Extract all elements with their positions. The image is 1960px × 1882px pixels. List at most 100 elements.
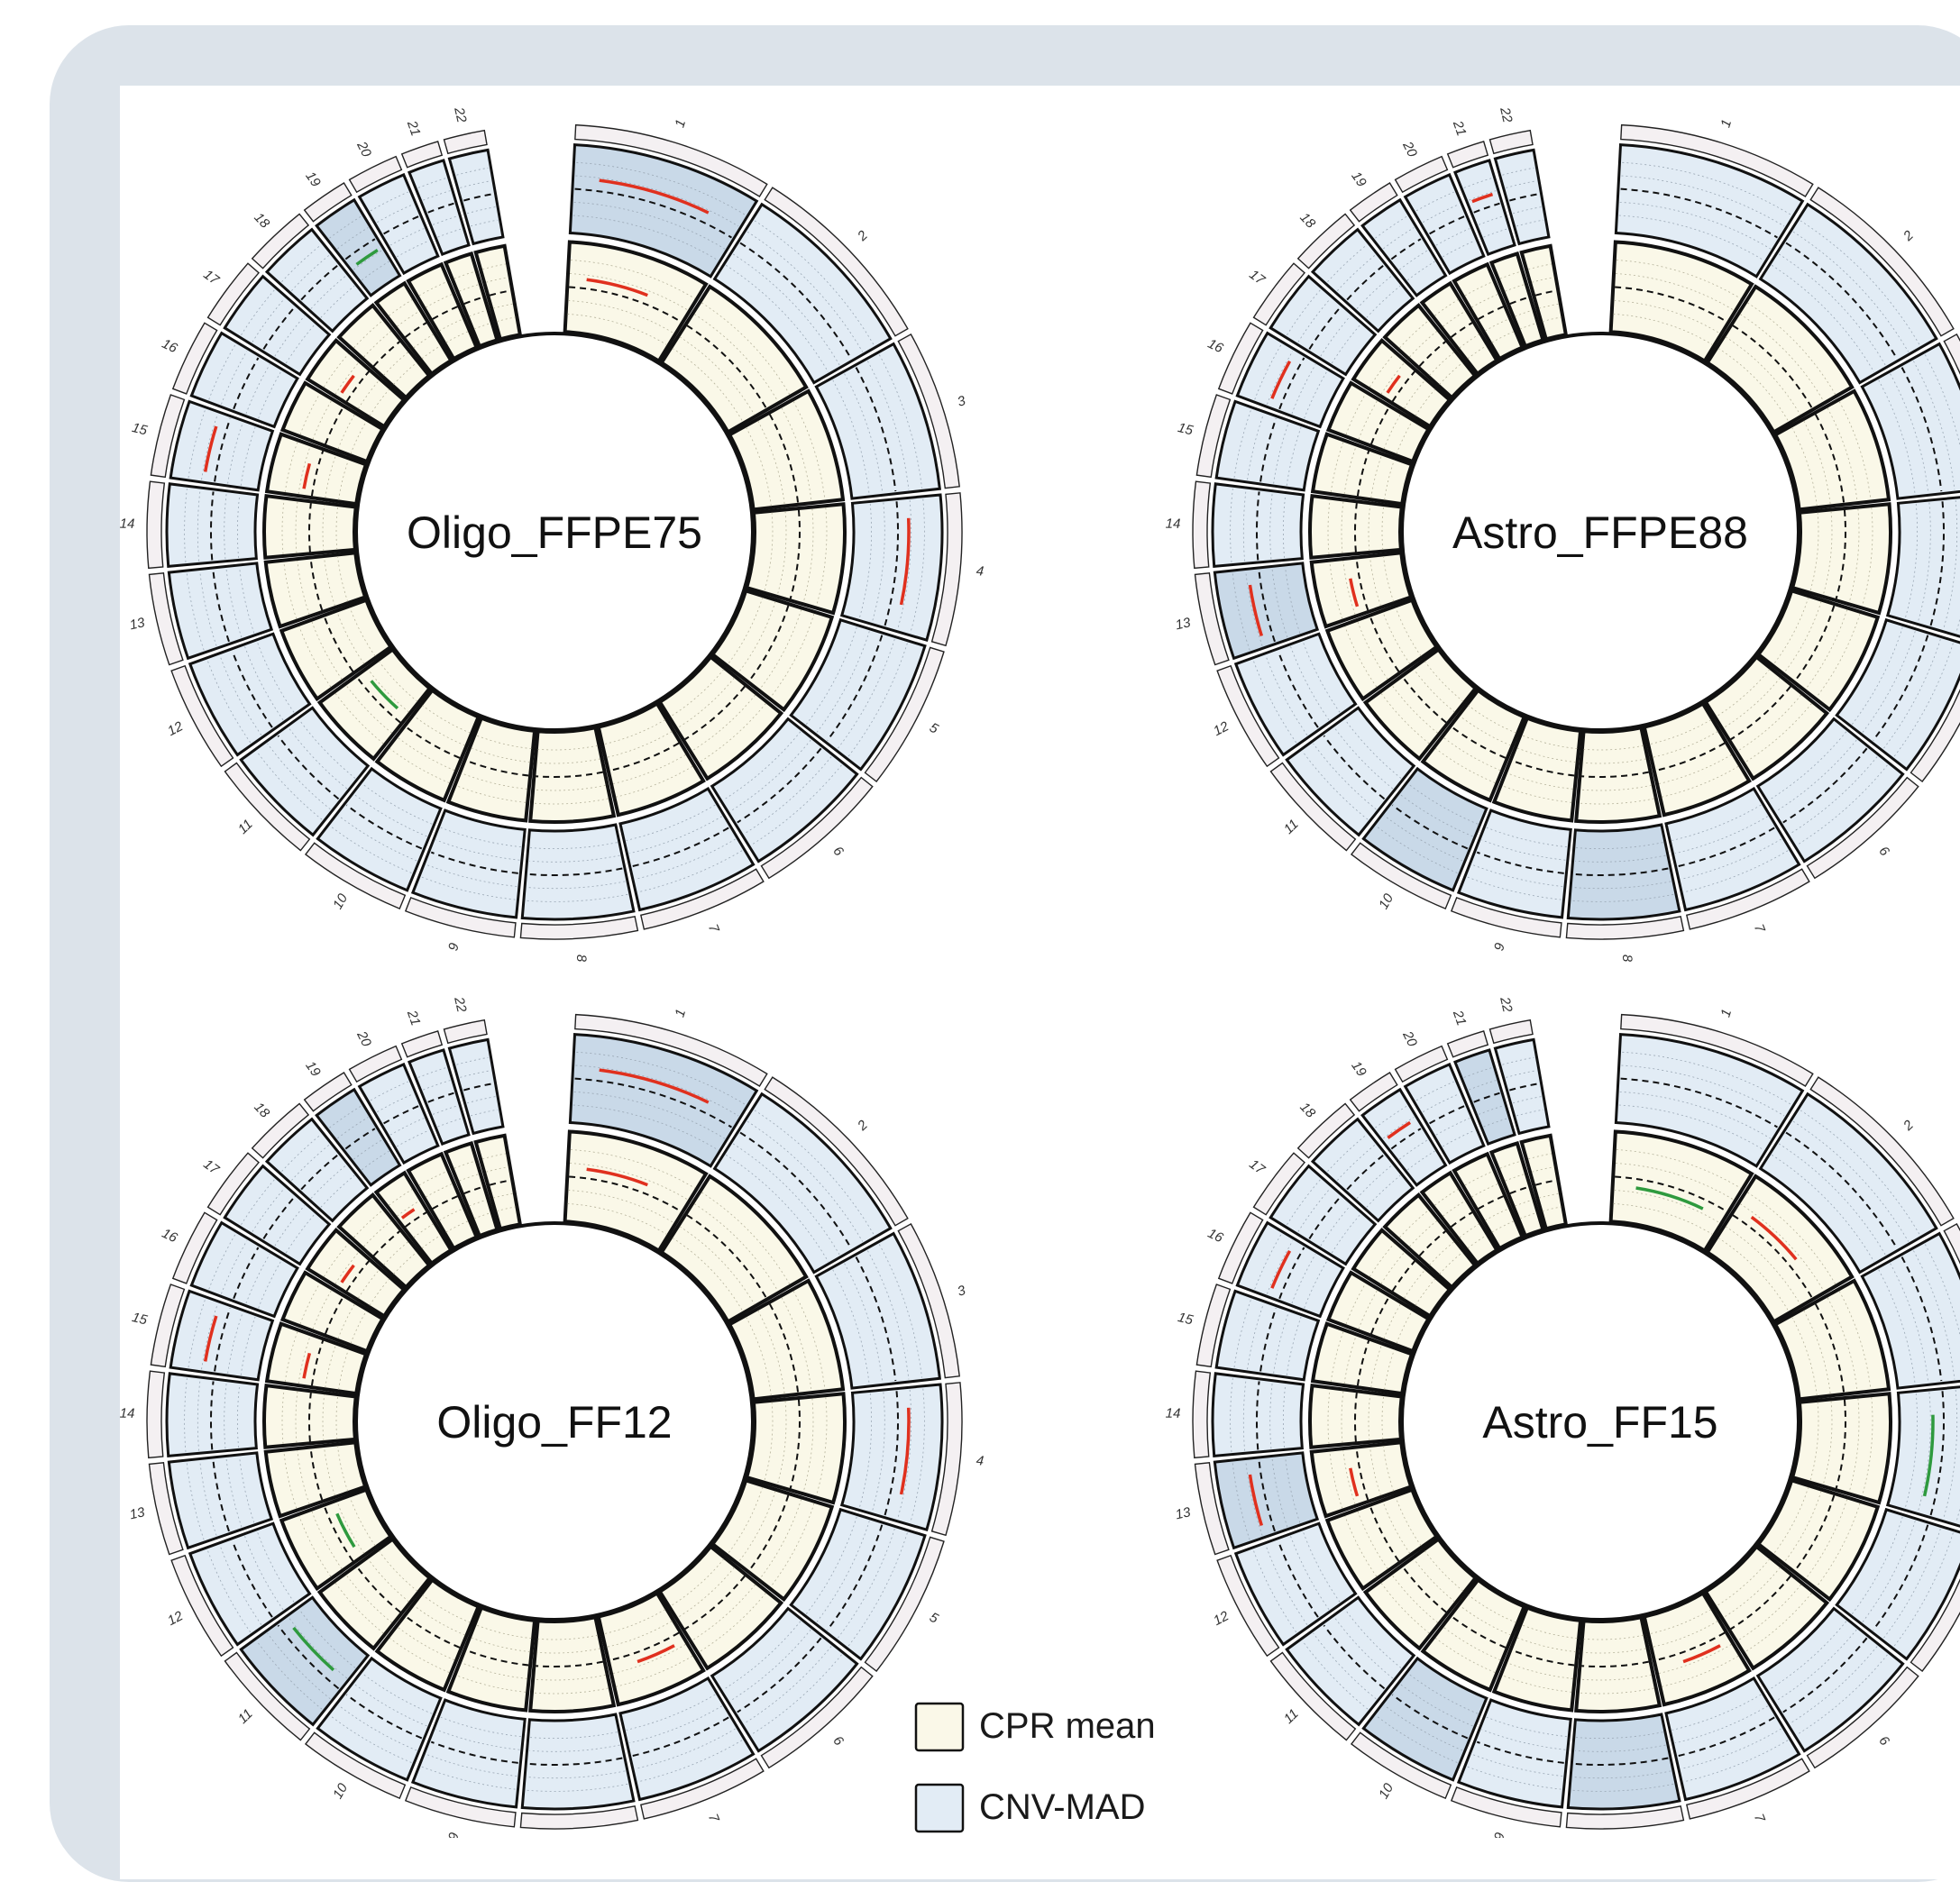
- cnv-gridline: [628, 1705, 722, 1744]
- cpr-gain-segment: [586, 278, 648, 297]
- cnv-gridline: [1400, 794, 1473, 837]
- cnv-baseline: [430, 851, 518, 874]
- cpr-gridline: [1341, 501, 1344, 553]
- chromosome-label: 21: [404, 1008, 424, 1028]
- cnv-gridline: [281, 1134, 322, 1172]
- cpr-gridline: [677, 677, 735, 728]
- cpr-gridline: [567, 314, 668, 346]
- cpr-gridline: [1745, 1593, 1812, 1652]
- cnv-gridline: [1366, 286, 1401, 318]
- cpr-gridline: [670, 669, 725, 717]
- cpr-gridline: [776, 1401, 787, 1485]
- cpr-gridline: [421, 1235, 441, 1249]
- cnv-gridline: [1254, 343, 1282, 400]
- sample-label: Oligo_FF12: [436, 1397, 672, 1448]
- cnv-gridline: [529, 1744, 620, 1752]
- cpr-gridline: [1369, 353, 1395, 388]
- cpr-gain-segment: [1750, 1215, 1798, 1261]
- cpr-gridline: [349, 1497, 376, 1547]
- cpr-gridline: [389, 1189, 413, 1206]
- cpr-gridline: [1330, 1331, 1344, 1382]
- chromosome-label: 21: [1450, 118, 1470, 138]
- cpr-gridline: [1424, 1550, 1464, 1592]
- cnv-gridline: [1252, 660, 1297, 744]
- cnv-gridline: [1423, 1093, 1460, 1112]
- cpr-gridline: [802, 1398, 814, 1493]
- cnv-gridline: [433, 215, 458, 225]
- cnv-gridline: [1893, 1532, 1954, 1647]
- cnv-track-segment: [1452, 159, 1516, 257]
- cpr-gridline: [679, 336, 756, 416]
- cpr-gridline: [1434, 1189, 1459, 1206]
- cnv-gain-segment: [203, 1315, 218, 1362]
- cnv-gridline: [1297, 298, 1331, 343]
- chromosome-label: 5: [927, 1610, 941, 1627]
- ideogram-band: [864, 646, 945, 783]
- cnv-gridline: [1356, 1165, 1393, 1199]
- cpr-gridline: [1838, 401, 1872, 500]
- cpr-gridline: [353, 1210, 383, 1238]
- cnv-gridline: [1918, 1392, 1931, 1512]
- cnv-baseline: [1900, 367, 1943, 492]
- chromosome-label: 2: [1900, 227, 1917, 244]
- cnv-gridline: [1265, 655, 1308, 735]
- cnv-gridline: [470, 219, 499, 227]
- cnv-gridline: [370, 1081, 408, 1101]
- cnv-baseline: [1346, 264, 1385, 301]
- cnv-track-segment: [189, 1220, 299, 1319]
- cnv-track-segment: [223, 274, 332, 377]
- cpr-gridline: [1343, 1336, 1357, 1384]
- ideogram-band: [760, 1666, 874, 1769]
- cpr-baseline: [1732, 1214, 1813, 1299]
- cnv-gridline: [1407, 783, 1479, 825]
- cnv-gridline: [1862, 1521, 1916, 1622]
- cnv-gridline: [1282, 1384, 1287, 1448]
- chromosome-label: 17: [200, 1156, 222, 1178]
- cpr-gridline: [612, 1644, 686, 1674]
- circos-figure: 12345678910111213141516171819202122Oligo…: [120, 105, 1960, 1838]
- cnv-gridline: [530, 842, 618, 849]
- cnv-gridline: [329, 1105, 362, 1128]
- cpr-gridline: [764, 512, 774, 592]
- cnv-gridline: [219, 655, 262, 735]
- chromosome-label: 20: [1399, 139, 1420, 160]
- chromosome-label: 1: [672, 118, 689, 130]
- cpr-gridline: [322, 1393, 325, 1441]
- cpr-gridline: [1614, 300, 1720, 334]
- cnv-gridline: [575, 1064, 739, 1117]
- cpr-gridline: [746, 1316, 772, 1396]
- cnv-baseline: [262, 306, 296, 350]
- cnv-gridline: [1383, 1117, 1415, 1139]
- chromosome-label: 13: [128, 1504, 147, 1522]
- cnv-gridline: [1575, 854, 1666, 863]
- cnv-gridline: [1443, 240, 1476, 258]
- cnv-loss-segment: [1922, 1414, 1935, 1497]
- cpr-gridline: [453, 1160, 475, 1169]
- cpr-gridline: [1649, 719, 1711, 745]
- chromosome-label: 2: [854, 227, 871, 244]
- cnv-gridline: [1800, 220, 1920, 346]
- cnv-gridline: [417, 178, 446, 188]
- cnv-gridline: [258, 370, 282, 419]
- cpr-baseline: [789, 509, 801, 599]
- cpr-gridline: [691, 1584, 756, 1641]
- cpr-gridline: [482, 1153, 507, 1160]
- cpr-gridline: [1772, 597, 1809, 665]
- cnv-track-segment: [1361, 1656, 1488, 1782]
- cpr-loss-segment: [1635, 1186, 1704, 1211]
- cnv-track-segment: [1614, 1033, 1805, 1168]
- cnv-track-segment: [1360, 1087, 1448, 1187]
- chromosome-label: 18: [1296, 1100, 1318, 1121]
- cpr-gridline: [701, 302, 791, 395]
- cpr-gridline: [358, 379, 380, 409]
- cnv-gridline: [527, 881, 626, 890]
- cpr-gridline: [1443, 1200, 1466, 1217]
- cpr-baseline: [748, 1494, 790, 1571]
- cnv-gridline: [1943, 1389, 1958, 1520]
- cpr-baseline: [1730, 1575, 1791, 1631]
- cpr-gridline: [369, 388, 390, 416]
- ideogram-band: [1252, 262, 1306, 326]
- cpr-gridline: [1507, 772, 1573, 790]
- cnv-gridline: [1486, 1716, 1567, 1738]
- cpr-gridline: [350, 421, 367, 454]
